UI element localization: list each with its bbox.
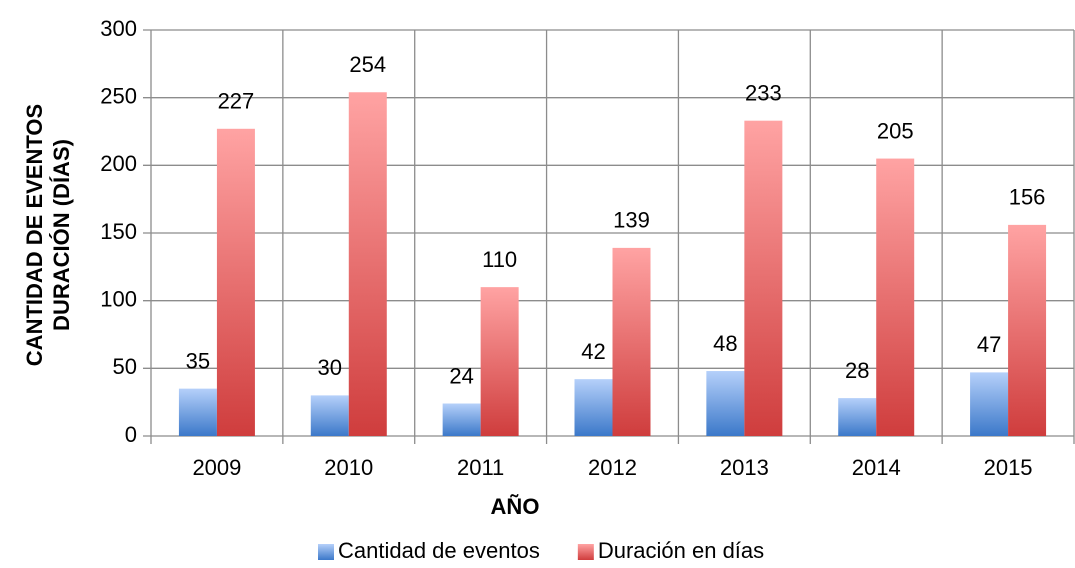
y-tick-label: 150 bbox=[100, 219, 137, 244]
bar bbox=[480, 287, 519, 436]
y-tick-label: 0 bbox=[125, 422, 137, 447]
data-label: 156 bbox=[1009, 185, 1046, 210]
bar bbox=[706, 371, 745, 436]
x-tick-label: 2010 bbox=[324, 455, 373, 480]
y-axis-title: CANTIDAD DE EVENTOS bbox=[22, 104, 47, 366]
legend-label: Cantidad de eventos bbox=[338, 538, 540, 563]
bar bbox=[612, 247, 651, 436]
legend-swatch bbox=[577, 544, 594, 560]
bar bbox=[838, 398, 877, 436]
y-tick-label: 200 bbox=[100, 151, 137, 176]
bar bbox=[178, 388, 217, 436]
x-tick-label: 2013 bbox=[720, 455, 769, 480]
bar bbox=[1008, 224, 1047, 436]
legend-swatch bbox=[318, 544, 334, 560]
bar bbox=[876, 158, 915, 437]
data-label: 28 bbox=[845, 358, 869, 383]
bar bbox=[744, 120, 783, 436]
data-label: 205 bbox=[877, 118, 914, 143]
y-tick-label: 300 bbox=[100, 16, 137, 41]
y-axis-title: DURACIÓN (DÍAS) bbox=[49, 139, 74, 331]
x-axis-title: AÑO bbox=[491, 494, 540, 519]
data-label: 110 bbox=[482, 247, 517, 272]
x-tick-label: 2011 bbox=[457, 455, 504, 480]
y-tick-label: 250 bbox=[100, 83, 137, 108]
x-tick-label: 2015 bbox=[984, 455, 1033, 480]
data-label: 254 bbox=[349, 52, 386, 77]
data-label: 139 bbox=[613, 208, 650, 233]
data-label: 227 bbox=[218, 89, 255, 114]
data-label: 48 bbox=[713, 331, 737, 356]
legend-label: Duración en días bbox=[598, 538, 764, 563]
data-label: 30 bbox=[318, 355, 342, 380]
data-label: 35 bbox=[186, 348, 210, 373]
y-tick-label: 100 bbox=[100, 286, 137, 311]
bar bbox=[216, 128, 255, 436]
y-tick-label: 50 bbox=[113, 354, 137, 379]
x-tick-label: 2009 bbox=[192, 455, 241, 480]
data-label: 47 bbox=[977, 332, 1001, 357]
bar bbox=[310, 395, 349, 436]
bar bbox=[442, 403, 481, 436]
data-label: 42 bbox=[581, 339, 605, 364]
bar bbox=[970, 372, 1009, 436]
data-label: 24 bbox=[449, 363, 473, 388]
x-tick-label: 2012 bbox=[588, 455, 637, 480]
data-label: 233 bbox=[745, 80, 782, 105]
x-tick-label: 2014 bbox=[852, 455, 901, 480]
bar bbox=[348, 92, 387, 437]
bar bbox=[574, 379, 613, 436]
